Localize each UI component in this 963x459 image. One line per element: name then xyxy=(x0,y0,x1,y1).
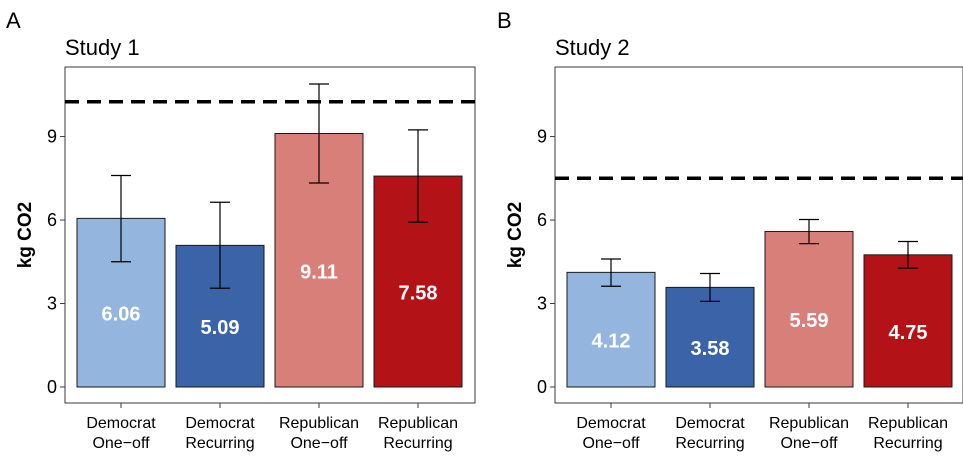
data-label: 5.59 xyxy=(790,310,829,332)
data-label: 4.12 xyxy=(592,331,631,353)
x-tick-label: One−off xyxy=(290,435,348,452)
x-tick-label: Republican xyxy=(868,415,948,432)
data-label: 9.11 xyxy=(300,261,338,283)
bar xyxy=(566,271,656,388)
x-tick-label: Democrat xyxy=(185,415,255,432)
y-axis-label: kg CO2 xyxy=(15,202,36,269)
chart-title: Study 2 xyxy=(555,35,630,60)
x-tick-label: Democrat xyxy=(86,415,156,432)
x-tick-label: Democrat xyxy=(675,415,745,432)
y-tick-label: 9 xyxy=(47,127,57,147)
chart-title: Study 1 xyxy=(65,35,140,60)
x-tick-label: Republican xyxy=(279,415,359,432)
y-tick-label: 3 xyxy=(537,294,547,314)
y-tick-label: 6 xyxy=(537,210,547,230)
y-tick-label: 0 xyxy=(537,377,547,397)
bar xyxy=(665,286,755,388)
bar xyxy=(863,254,953,388)
x-tick-label: One−off xyxy=(780,435,838,452)
x-tick-label: Recurring xyxy=(185,435,254,452)
y-tick-label: 0 xyxy=(47,377,57,397)
x-tick-label: Recurring xyxy=(383,435,452,452)
bar xyxy=(764,230,854,388)
panel-letter: A xyxy=(6,8,21,33)
y-tick-label: 9 xyxy=(537,127,547,147)
x-tick-label: Recurring xyxy=(675,435,744,452)
data-label: 6.06 xyxy=(102,304,141,326)
plot-frame xyxy=(554,66,963,404)
data-label: 7.58 xyxy=(399,283,438,305)
x-tick-label: One−off xyxy=(582,435,640,452)
plot-frame xyxy=(64,66,476,404)
data-label: 4.75 xyxy=(889,322,928,344)
x-tick-label: Democrat xyxy=(576,415,646,432)
data-label: 5.09 xyxy=(201,317,240,339)
x-tick-label: One−off xyxy=(92,435,150,452)
data-label: 3.58 xyxy=(691,338,730,360)
chart-panel-b: B Study 2 kg CO2 0 3 6 9 4.12 Democrat One−off 3.5… xyxy=(497,8,963,452)
panel-letter: B xyxy=(497,8,512,33)
x-tick-label: Republican xyxy=(769,415,849,432)
y-tick-label: 3 xyxy=(47,294,57,314)
x-tick-label: Recurring xyxy=(873,435,942,452)
chart-panel-a: A Study 1 kg CO2 0 3 6 9 6.06 Democrat One−off 5.0… xyxy=(6,8,476,452)
y-tick-label: 6 xyxy=(47,210,57,230)
y-axis-label: kg CO2 xyxy=(505,202,526,269)
x-tick-label: Republican xyxy=(378,415,458,432)
